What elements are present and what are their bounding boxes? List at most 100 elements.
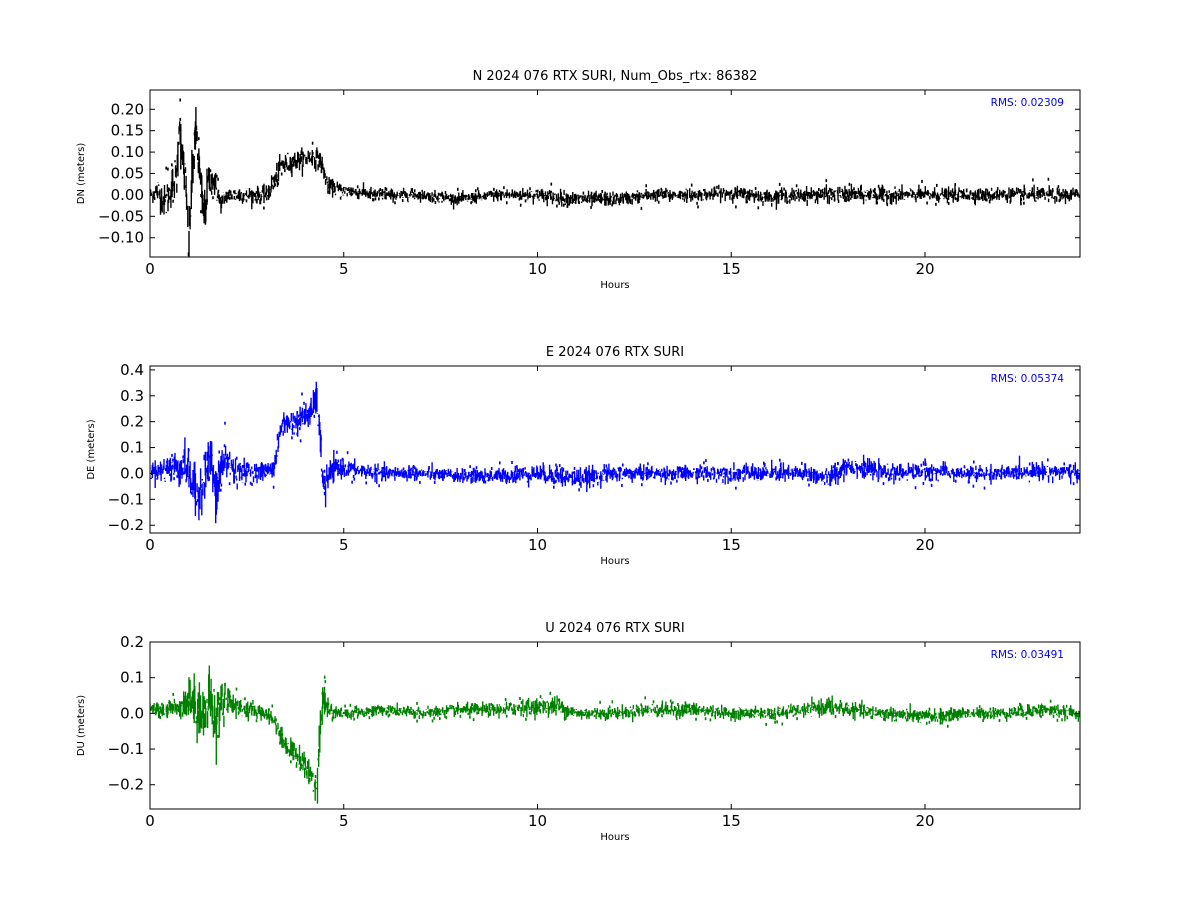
data-point <box>661 714 663 718</box>
data-point <box>506 475 509 479</box>
data-point <box>475 466 478 470</box>
data-point <box>735 486 737 490</box>
data-point <box>1078 473 1080 476</box>
data-point <box>363 714 365 718</box>
data-point <box>428 466 430 469</box>
data-point <box>300 414 303 417</box>
data-point <box>1016 711 1019 715</box>
data-point <box>453 479 455 482</box>
data-point <box>484 480 487 484</box>
data-point <box>1020 202 1022 206</box>
data-point <box>504 698 507 702</box>
data-point <box>794 708 797 712</box>
data-point <box>847 195 850 199</box>
x-tick-label: 5 <box>339 536 349 554</box>
data-point <box>1056 718 1059 722</box>
data-point <box>785 469 787 473</box>
data-point <box>724 468 726 472</box>
data-point <box>578 488 580 492</box>
data-point <box>591 196 594 200</box>
data-point <box>662 709 665 713</box>
data-point <box>941 717 944 721</box>
data-point <box>660 187 663 191</box>
data-point <box>540 471 542 475</box>
data-point <box>445 716 448 720</box>
data-point <box>306 409 309 413</box>
data-point <box>898 470 901 474</box>
data-point <box>1035 467 1038 471</box>
data-point <box>323 675 326 679</box>
data-point <box>387 475 390 479</box>
data-point <box>736 475 738 479</box>
data-point <box>192 709 195 713</box>
data-point <box>830 711 833 715</box>
data-point <box>593 192 596 196</box>
data-point <box>656 704 658 708</box>
data-point <box>488 712 491 716</box>
data-point <box>299 427 301 431</box>
data-point <box>352 474 355 478</box>
data-point <box>331 718 334 722</box>
data-point <box>220 685 223 689</box>
data-point <box>947 201 950 205</box>
data-point <box>434 201 437 204</box>
data-point <box>1049 699 1052 703</box>
data-point <box>902 711 905 715</box>
data-point <box>503 186 505 190</box>
data-point <box>634 197 637 201</box>
data-point <box>1045 708 1048 711</box>
data-point <box>765 723 767 726</box>
data-point <box>668 198 671 202</box>
data-point <box>394 201 396 205</box>
data-point <box>932 466 935 470</box>
data-point <box>608 705 611 709</box>
data-point <box>704 717 707 721</box>
data-point <box>431 719 434 723</box>
data-point <box>1004 471 1006 475</box>
data-point <box>520 701 523 705</box>
data-point <box>727 712 729 716</box>
data-point <box>916 467 918 471</box>
data-point <box>628 475 630 479</box>
data-point <box>431 199 434 203</box>
data-point <box>258 467 260 471</box>
data-point <box>635 704 638 708</box>
data-point <box>925 463 927 467</box>
data-point <box>855 196 857 199</box>
data-point <box>541 195 544 199</box>
data-point <box>761 710 763 714</box>
x-tick-label: 0 <box>145 260 155 278</box>
data-point <box>994 708 997 712</box>
data-point <box>837 461 839 465</box>
data-point <box>637 199 639 203</box>
data-point <box>626 194 628 198</box>
data-point <box>370 709 373 713</box>
data-point <box>1017 711 1020 715</box>
data-point <box>218 450 220 454</box>
data-point <box>444 191 447 194</box>
data-point <box>827 697 830 701</box>
data-point <box>828 187 831 191</box>
data-point <box>781 722 784 726</box>
data-point <box>487 473 489 477</box>
data-point <box>182 455 184 459</box>
data-point <box>939 721 942 725</box>
data-point <box>538 705 541 709</box>
data-point <box>193 132 196 136</box>
data-point <box>796 717 798 721</box>
data-point <box>176 704 179 708</box>
data-point <box>301 756 304 760</box>
data-point <box>549 691 552 695</box>
data-point <box>522 468 524 472</box>
data-point <box>381 471 384 475</box>
data-point <box>463 194 465 198</box>
data-point <box>433 193 435 197</box>
data-point <box>905 718 908 722</box>
data-point <box>1044 471 1046 475</box>
data-point <box>545 197 547 201</box>
data-point <box>235 195 238 199</box>
data-point <box>610 714 612 718</box>
data-point <box>691 195 694 199</box>
data-point <box>562 476 565 480</box>
data-point <box>542 701 545 704</box>
